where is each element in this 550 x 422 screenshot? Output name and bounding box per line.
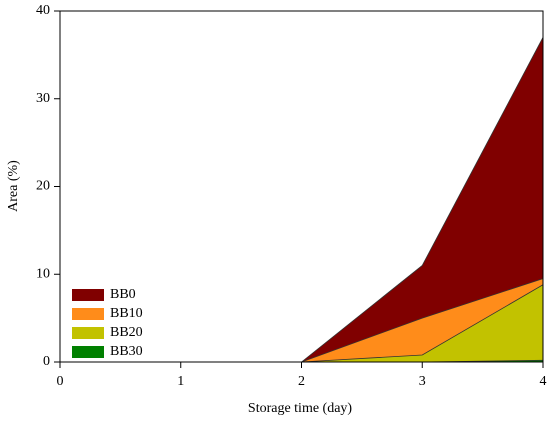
x-tick-label: 2 [298, 374, 305, 389]
area [60, 284, 543, 362]
x-tick-label: 3 [419, 374, 426, 389]
x-axis-label: Storage time (day) [248, 401, 353, 416]
legend-swatch [72, 327, 104, 339]
y-axis-label: Area (%) [6, 160, 21, 212]
legend-label: BB30 [110, 344, 143, 359]
y-tick-label: 0 [43, 354, 50, 369]
y-tick-label: 30 [36, 91, 50, 106]
x-tick-label: 4 [540, 374, 547, 389]
y-tick-label: 20 [36, 179, 50, 194]
x-tick-label: 1 [177, 374, 184, 389]
y-tick-label: 40 [36, 3, 50, 18]
legend-label: BB0 [110, 287, 136, 302]
y-tick-label: 10 [36, 266, 50, 281]
legend-swatch [72, 289, 104, 301]
legend-swatch [72, 308, 104, 320]
x-tick-label: 0 [57, 374, 64, 389]
legend-label: BB10 [110, 306, 143, 321]
legend-label: BB20 [110, 325, 143, 340]
area [60, 37, 543, 362]
legend-swatch [72, 346, 104, 358]
area [60, 278, 543, 362]
